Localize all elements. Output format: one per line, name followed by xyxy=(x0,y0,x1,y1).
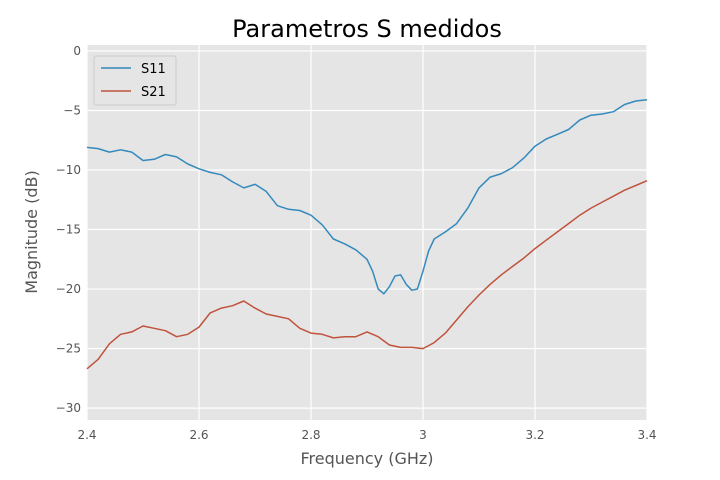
x-tick-label: 2.8 xyxy=(301,428,320,442)
y-tick-label: −10 xyxy=(56,163,81,177)
x-axis-label: Frequency (GHz) xyxy=(300,449,433,468)
y-ticks: 0 −5 −10 −15 −20 −25 −30 xyxy=(56,44,81,415)
y-tick-label: −20 xyxy=(56,282,81,296)
series-line-s21 xyxy=(86,180,648,370)
plot-background xyxy=(87,45,647,420)
x-ticks: 2.4 2.6 2.8 3 3.2 3.4 xyxy=(77,428,656,442)
y-tick-label: −30 xyxy=(56,401,81,415)
y-tick-label: −5 xyxy=(63,103,81,117)
series-line-s11 xyxy=(86,99,648,295)
legend-label-s11: S11 xyxy=(141,62,166,77)
x-tick-label: 3.2 xyxy=(525,428,544,442)
chart-title: Parametros S medidos xyxy=(232,15,502,43)
y-tick-label: 0 xyxy=(73,44,81,58)
x-tick-label: 2.6 xyxy=(189,428,208,442)
x-tick-label: 3.4 xyxy=(637,428,656,442)
x-tick-label: 3 xyxy=(419,428,427,442)
y-tick-label: −15 xyxy=(56,223,81,237)
x-tick-label: 2.4 xyxy=(77,428,96,442)
y-axis-label: Magnitude (dB) xyxy=(22,170,41,293)
legend-label-s21: S21 xyxy=(141,85,166,100)
series-lines xyxy=(86,99,648,370)
y-tick-label: −25 xyxy=(56,342,81,356)
grid-lines xyxy=(86,45,648,420)
legend: S11 S21 xyxy=(93,55,177,106)
